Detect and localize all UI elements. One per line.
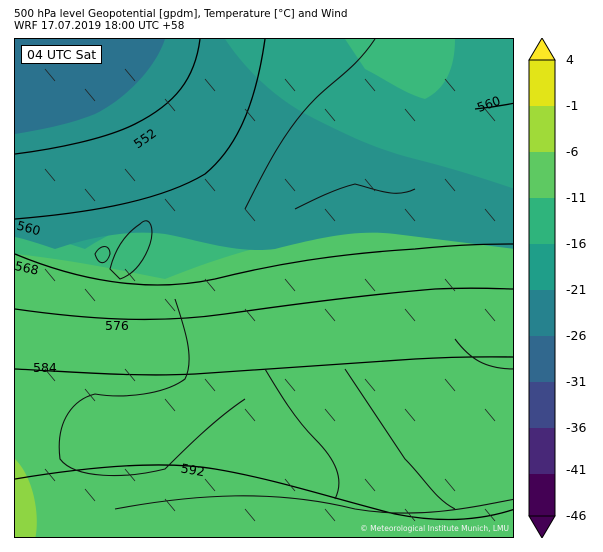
coast-blacksea — [454, 338, 513, 370]
colorbar-band — [529, 106, 555, 152]
colorbar-band — [529, 60, 555, 106]
colorbar-band — [529, 382, 555, 428]
coastlines — [58, 39, 513, 514]
colorbar-tick: -6 — [566, 144, 579, 159]
colorbar-band — [529, 474, 555, 516]
colorbar-band — [529, 290, 555, 336]
colorbar — [528, 38, 556, 538]
contour-568 — [15, 243, 513, 286]
chart-subtitle: WRF 17.07.2019 18:00 UTC +58 — [14, 20, 185, 32]
copyright-notice: © Meteorological Institute Munich, LMU — [360, 524, 509, 533]
colorbar-tick: -36 — [566, 420, 587, 435]
colorbar-tick: -26 — [566, 328, 587, 343]
geopotential-contours — [15, 39, 513, 521]
contour-label: 568 — [15, 258, 40, 278]
coast-iberia-france — [58, 298, 246, 477]
contour-label: 576 — [105, 318, 129, 333]
coast-italy — [264, 368, 340, 500]
coast-ireland — [94, 245, 111, 264]
colorbar-tick: -21 — [566, 282, 587, 297]
colorbar-frame — [528, 59, 556, 517]
colorbar-band — [529, 336, 555, 382]
contour-576 — [15, 287, 513, 321]
colorbar-tick: -41 — [566, 462, 587, 477]
map-canvas: 552 560 560 568 576 584 592 — [15, 39, 513, 537]
chart-title: 500 hPa level Geopotential [gpdm], Tempe… — [14, 8, 348, 20]
contour-label: 584 — [33, 360, 57, 375]
colorbar-bottom-extension — [528, 515, 556, 538]
contour-label: 560 — [15, 218, 42, 239]
coast-britain — [109, 220, 153, 280]
colorbar-tick: 4 — [566, 52, 574, 67]
coast-balkans — [344, 368, 456, 510]
colorbar-band — [529, 244, 555, 290]
temperature-cold-zone — [15, 39, 513, 250]
forecast-time-label: 04 UTC Sat — [21, 45, 103, 64]
colorbar-band — [529, 198, 555, 244]
coast-scandinavia — [244, 39, 376, 210]
coast-baltic — [294, 183, 416, 210]
temperature-warm-patch-north — [345, 39, 455, 99]
colorbar-top-extension — [528, 38, 556, 61]
colorbar-tick: -16 — [566, 236, 587, 251]
colorbar-band — [529, 428, 555, 474]
wind-barbs — [44, 68, 496, 522]
contour-label: 592 — [180, 460, 206, 479]
colorbar-tick: -46 — [566, 508, 587, 523]
coast-north-africa — [114, 495, 513, 514]
colorbar-tick: -11 — [566, 190, 587, 205]
contour-584 — [15, 356, 513, 376]
colorbar-band — [529, 152, 555, 198]
contour-560-west — [15, 39, 266, 220]
contour-560-east — [474, 102, 513, 110]
weather-map[interactable]: 552 560 560 568 576 584 592 04 UTC Sat ©… — [14, 38, 514, 538]
contour-592 — [15, 464, 513, 521]
contour-552 — [15, 39, 201, 155]
colorbar-tick: -1 — [566, 98, 579, 113]
colorbar-tick: -31 — [566, 374, 587, 389]
